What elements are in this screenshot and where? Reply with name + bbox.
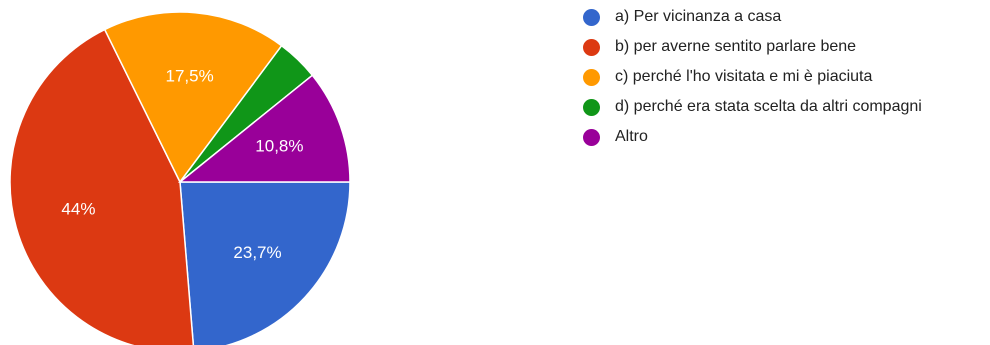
- slice-label-visitata: 17,5%: [165, 67, 213, 86]
- pie-slice-vicinanza[interactable]: [179, 181, 351, 345]
- slice-label-sentito-parlare: 44%: [61, 200, 95, 219]
- legend-label: a) Per vicinanza a casa: [615, 8, 782, 25]
- legend-swatch: [583, 129, 600, 146]
- legend-label: c) perché l'ho visitata e mi è piaciuta: [615, 68, 873, 85]
- legend-item-visitata[interactable]: c) perché l'ho visitata e mi è piaciuta: [578, 66, 983, 88]
- pie-chart: 23,7% 44% 17,5% 10,8%: [9, 11, 351, 345]
- legend-label: Altro: [615, 128, 648, 145]
- legend-label: d) perché era stata scelta da altri comp…: [615, 98, 922, 115]
- slice-label-vicinanza: 23,7%: [233, 243, 281, 262]
- pie-slice-visitata[interactable]: [103, 11, 283, 184]
- legend-item-scelta-compagni[interactable]: d) perché era stata scelta da altri comp…: [578, 96, 983, 118]
- legend-swatch: [583, 99, 600, 116]
- legend-label: b) per averne sentito parlare bene: [615, 38, 857, 55]
- legend-item-altro[interactable]: Altro: [578, 126, 983, 148]
- pie-slice-altro[interactable]: [177, 74, 351, 183]
- slice-label-altro: 10,8%: [255, 136, 303, 155]
- legend-item-vicinanza[interactable]: a) Per vicinanza a casa: [578, 6, 983, 28]
- chart-legend: a) Per vicinanza a casa b) per averne sen…: [578, 6, 983, 156]
- legend-swatch: [583, 39, 600, 56]
- legend-swatch: [583, 69, 600, 86]
- legend-swatch: [583, 9, 600, 26]
- legend-item-sentito-parlare[interactable]: b) per averne sentito parlare bene: [578, 36, 983, 58]
